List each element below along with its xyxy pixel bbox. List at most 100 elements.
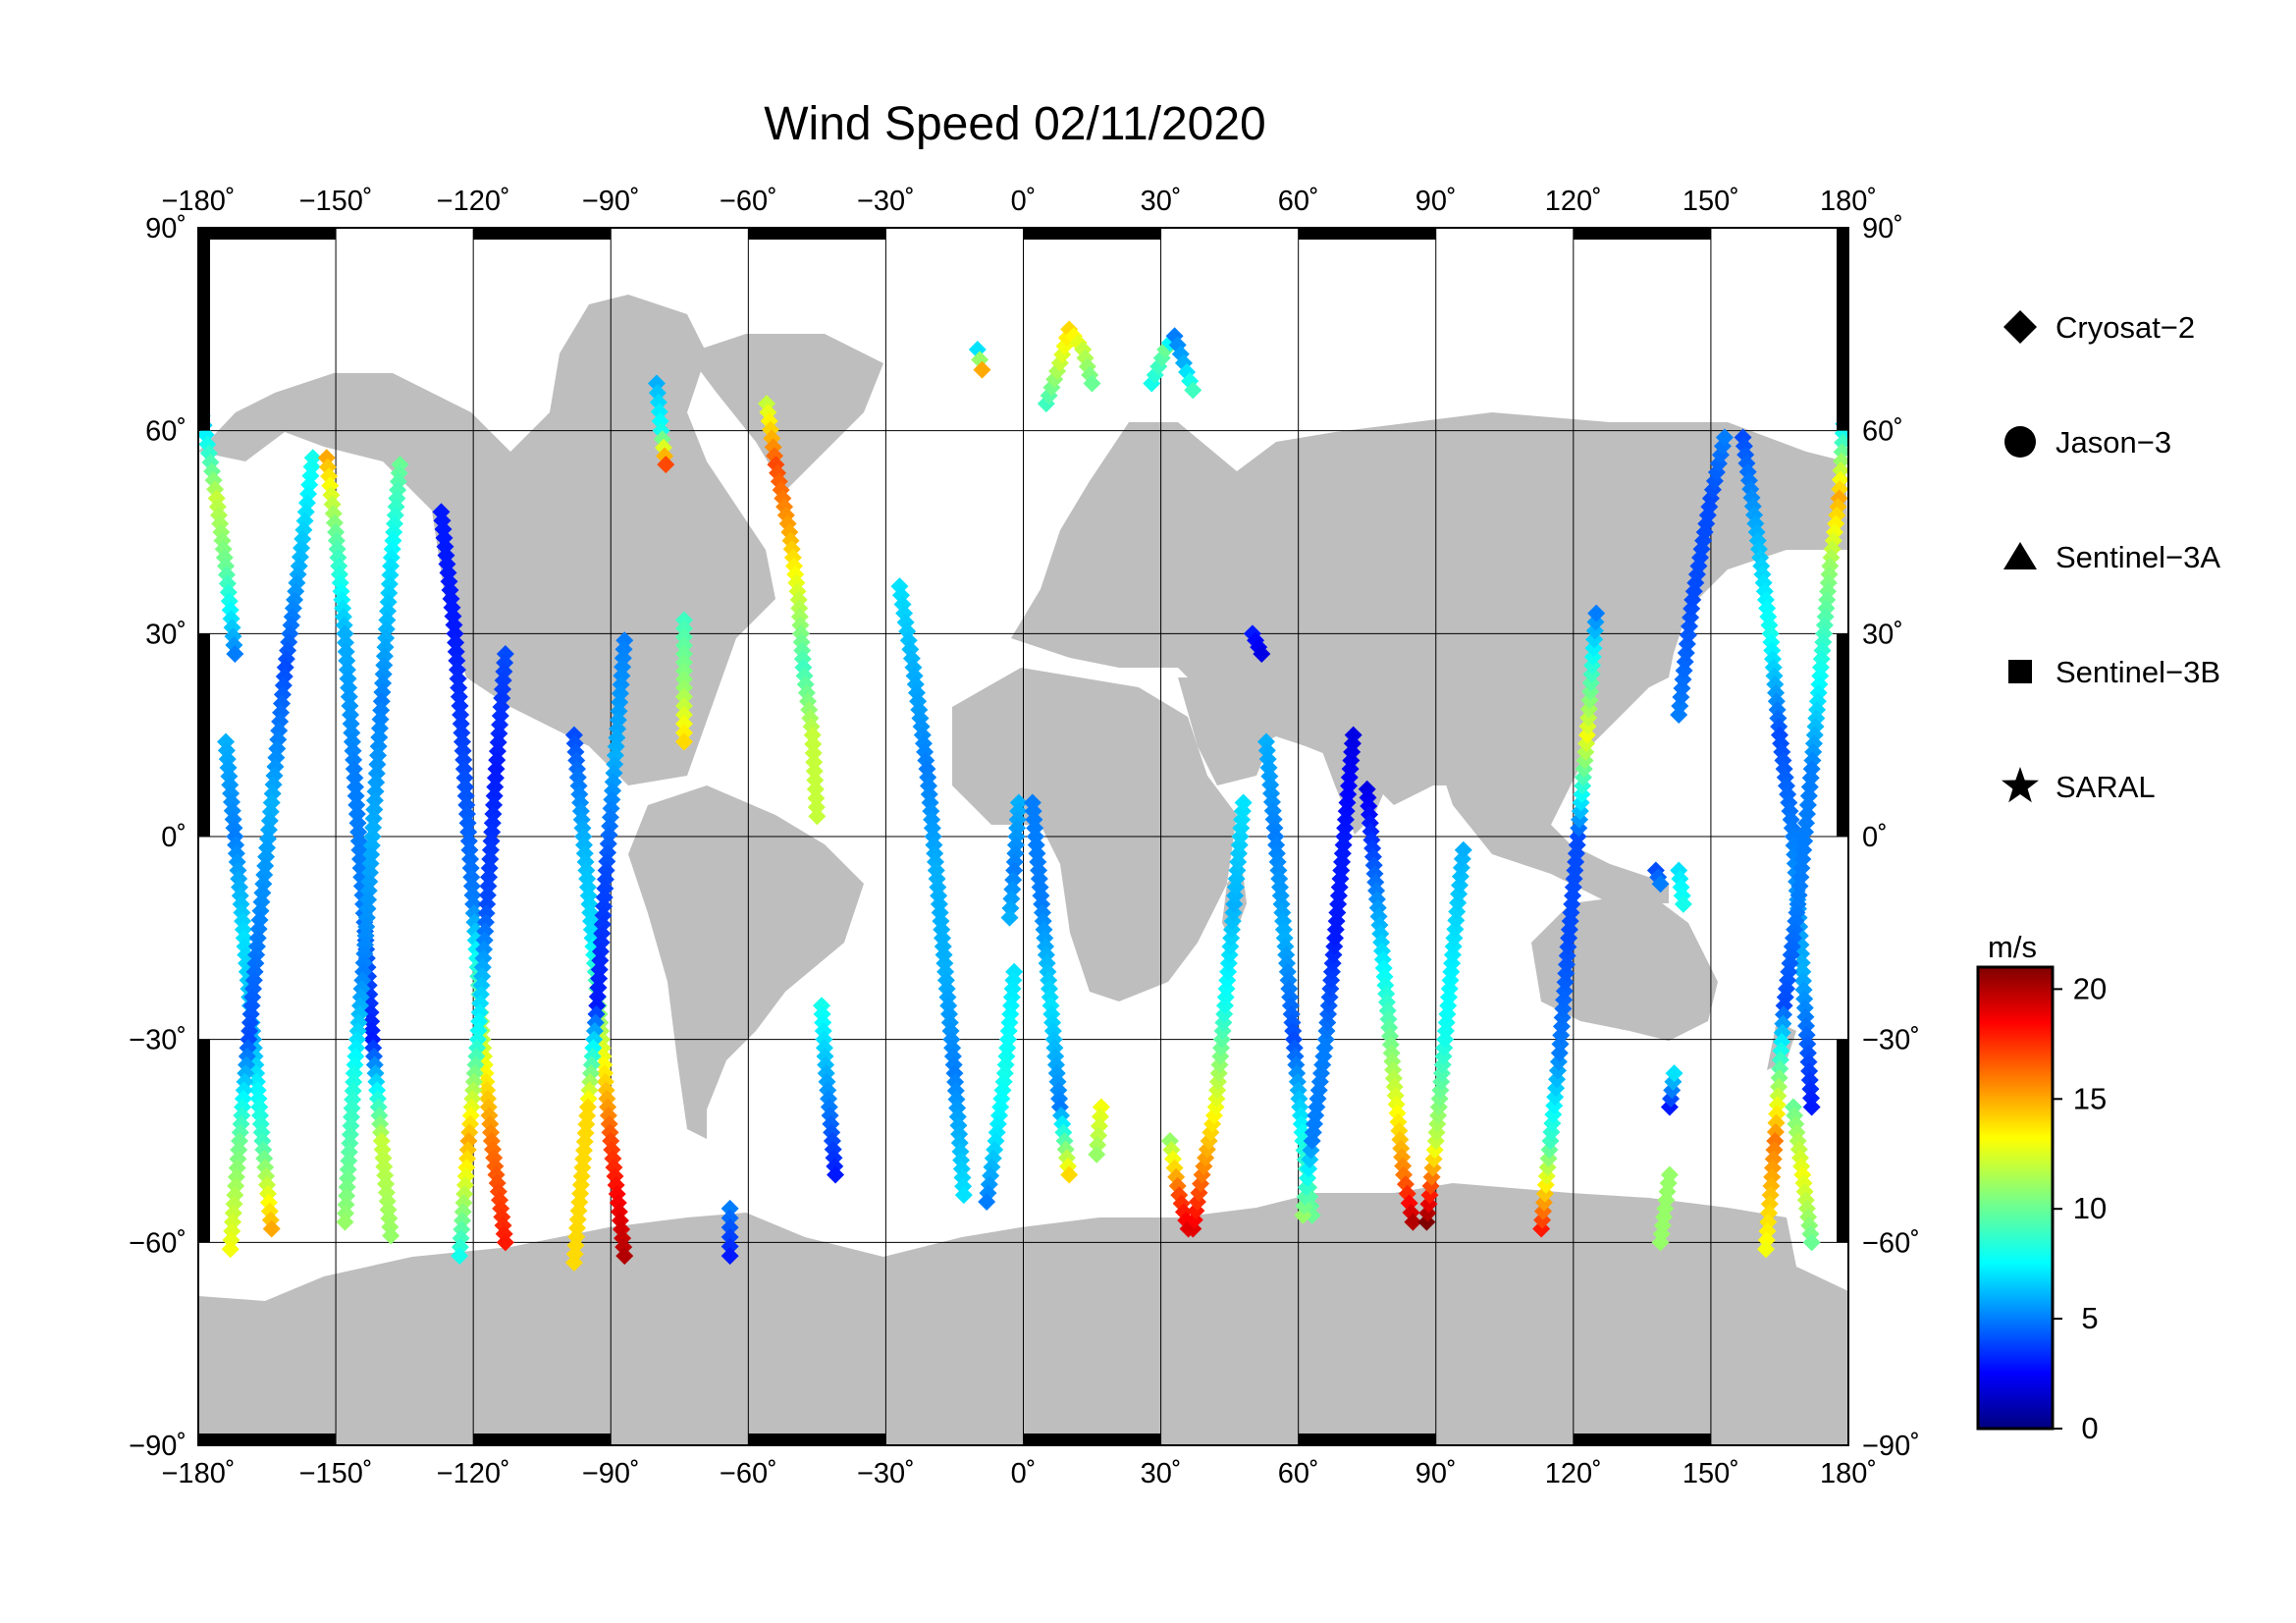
colorbar-ticks: 0 5 10 15 20 (2053, 971, 2107, 1445)
lon-label-top-6: 0˚ (1011, 186, 1037, 217)
track-11-point-13 (674, 724, 693, 742)
track-25 (1243, 624, 1271, 663)
lon-label-top-12: 180˚ (1820, 186, 1877, 217)
track-03 (221, 449, 322, 1259)
land-australia (1531, 893, 1718, 1041)
track-19-point-44 (1060, 1165, 1079, 1184)
frame-bar-top-8 (1298, 228, 1436, 240)
track-32 (1660, 1064, 1683, 1116)
track-29-point-43 (1454, 840, 1472, 859)
track-11-point-12 (674, 715, 693, 733)
track-17-point-27 (978, 1193, 996, 1211)
legend-label-0: Cryosat−2 (2056, 310, 2195, 345)
colorbar-label-3: 15 (2073, 1081, 2107, 1115)
land-eurasia (1011, 412, 1848, 835)
track-11-point-9 (674, 687, 693, 706)
track-29 (1417, 840, 1472, 1231)
lat-label-left-4: −30˚ (129, 1025, 187, 1056)
track-28-point-25 (1377, 993, 1396, 1011)
track-21-point-5 (1088, 1145, 1106, 1163)
frame-bar-top-2 (473, 228, 612, 240)
track-37-point-6 (1831, 470, 1848, 489)
lon-label-top-3: −90˚ (582, 186, 640, 217)
track-35-point-32 (1715, 428, 1734, 447)
legend-label-1: Jason−3 (2056, 425, 2171, 460)
track-09-point-71 (564, 1254, 583, 1271)
track-07 (451, 645, 514, 1266)
track-11 (674, 611, 693, 751)
land-south-america (628, 785, 864, 1139)
track-18 (1000, 793, 1028, 927)
colorbar-label-2: 10 (2073, 1191, 2107, 1225)
track-37-point-94 (1756, 1240, 1775, 1259)
frame-bar-bottom-0 (198, 1434, 337, 1445)
lon-label-bottom-11: 150˚ (1682, 1458, 1739, 1489)
lon-label-top-10: 120˚ (1545, 186, 1602, 217)
frame-bar-right-0 (1837, 228, 1848, 431)
track-21 (1088, 1098, 1110, 1163)
frame-bar-top-0 (198, 228, 337, 240)
lon-label-bottom-3: −90˚ (582, 1458, 640, 1489)
land-north-america (198, 295, 775, 785)
frame-bar-left-2 (198, 633, 210, 837)
wind-speed-tracks (198, 320, 1848, 1271)
track-05-point-86 (336, 1213, 354, 1231)
track-17-point-4 (1002, 997, 1021, 1015)
legend-marker-circle (2004, 426, 2036, 458)
frame-bar-top-10 (1573, 228, 1711, 240)
wind-speed-colorbar: m/s 0 5 10 15 20 (1976, 930, 2107, 1445)
colorbar-label-1: 5 (2081, 1301, 2098, 1335)
track-35-point-24 (1700, 498, 1719, 516)
frame-bar-bottom-8 (1298, 1434, 1436, 1445)
track-31-point-8 (1660, 1165, 1679, 1184)
lon-label-top-7: 30˚ (1141, 186, 1182, 217)
track-06-point-74 (486, 1157, 505, 1175)
lon-label-top-11: 150˚ (1682, 186, 1739, 217)
track-33-point-2 (1651, 875, 1670, 893)
lat-label-right-2: 30˚ (1862, 619, 1903, 650)
track-05 (336, 456, 409, 1231)
track-19 (1023, 793, 1079, 1184)
track-30 (1532, 604, 1606, 1238)
track-14 (721, 1199, 739, 1266)
lon-label-bottom-9: 90˚ (1415, 1458, 1457, 1489)
track-06-point-77 (489, 1182, 507, 1201)
legend-item-3: Sentinel−3B (2008, 655, 2220, 689)
map-frame-checker-bars (198, 228, 1848, 1445)
track-20-point-16 (1083, 374, 1101, 393)
track-17-point-6 (1000, 1013, 1019, 1032)
lat-label-left-1: 60˚ (145, 416, 187, 448)
frame-bar-bottom-4 (748, 1434, 886, 1445)
track-28 (1358, 780, 1422, 1231)
track-11-point-10 (674, 696, 693, 715)
track-36-point-7 (1742, 488, 1761, 507)
lat-label-right-3: 0˚ (1862, 822, 1888, 853)
track-10 (647, 374, 675, 474)
legend-item-2: Sentinel−3A (2003, 540, 2220, 574)
legend-item-4: SARAL (2002, 767, 2156, 804)
legend-marker-triangle (2003, 542, 2037, 569)
lon-label-top-8: 60˚ (1278, 186, 1319, 217)
track-08-point-61 (615, 1247, 634, 1266)
chart-title: Wind Speed 02/11/2020 (764, 98, 1266, 150)
satellite-legend: Cryosat−2 Jason−3 Sentinel−3A Sentinel−3B SA… (2002, 310, 2220, 804)
track-14-point-0 (721, 1199, 739, 1217)
track-17 (978, 962, 1024, 1211)
track-06-point-79 (492, 1199, 510, 1217)
legend-label-2: Sentinel−3A (2056, 540, 2220, 574)
track-01-point-29 (226, 645, 244, 663)
track-17-point-9 (998, 1039, 1017, 1057)
lon-label-bottom-4: −60˚ (720, 1458, 777, 1489)
track-14-point-1 (721, 1209, 739, 1227)
land-japan (1649, 589, 1679, 687)
legend-marker-square (2008, 660, 2032, 683)
map-axis-labels: −180˚ −180˚ −150˚ −150˚ −120˚ −120˚ −90˚ −90˚ −6… (129, 186, 1920, 1489)
track-15 (890, 577, 973, 1205)
track-32-point-4 (1665, 1064, 1683, 1083)
track-04-point-88 (382, 1226, 400, 1245)
track-20 (1037, 320, 1101, 413)
lat-label-right-5: −60˚ (1862, 1227, 1920, 1259)
lon-label-top-5: −30˚ (857, 186, 915, 217)
frame-bar-right-2 (1837, 633, 1848, 837)
